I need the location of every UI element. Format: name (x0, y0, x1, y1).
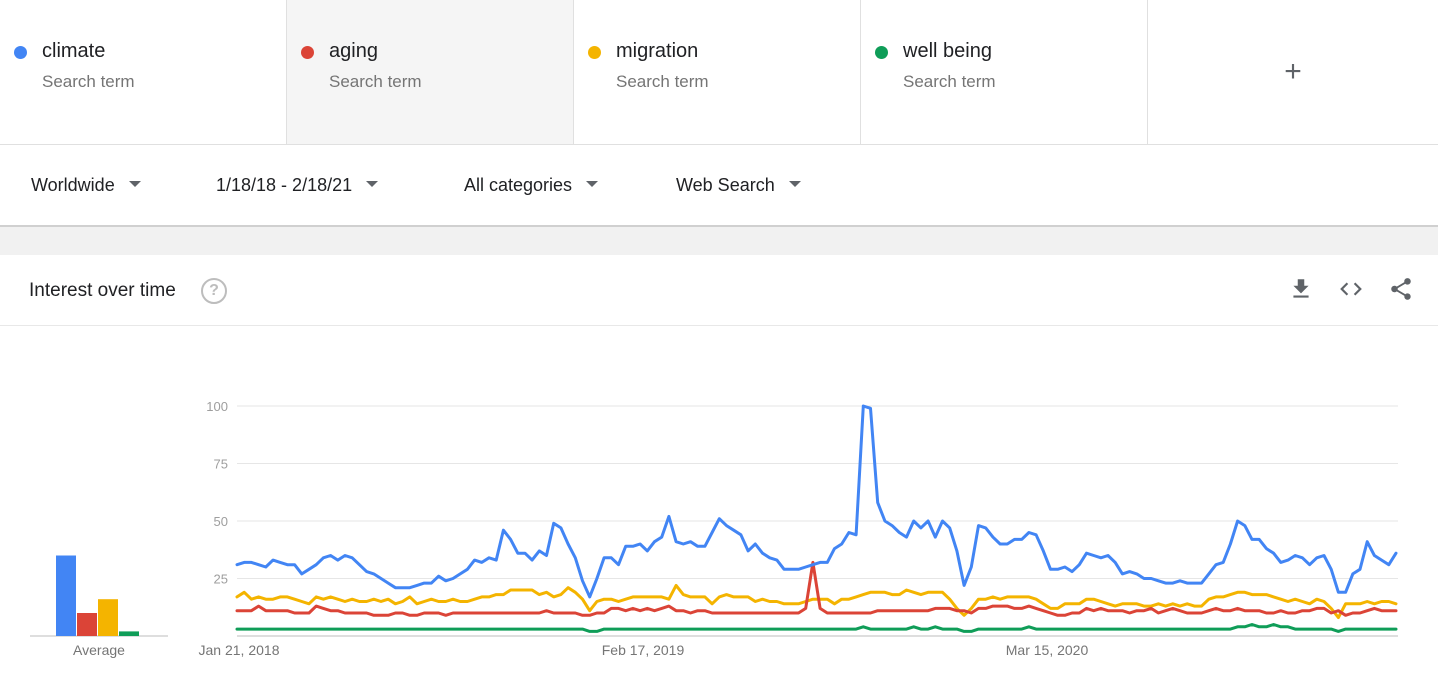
dropdown-caret-icon (128, 181, 141, 188)
series-line-migration (235, 583, 1398, 620)
term-name: migration (616, 40, 699, 62)
chart-card-header: Interest over time ? (0, 256, 1438, 326)
help-icon[interactable]: ? (201, 278, 227, 304)
series-dot-aging (301, 46, 314, 59)
dropdown-caret-icon (788, 181, 801, 188)
y-tick-label: 100 (206, 399, 228, 414)
filter-bar: Worldwide 1/18/18 - 2/18/21 All categori… (0, 145, 1438, 227)
y-tick-label: 75 (214, 457, 228, 472)
y-tick-label: 25 (214, 572, 228, 587)
term-name: well being (903, 40, 992, 62)
term-type: Search term (42, 72, 135, 91)
category-dropdown[interactable]: All categories (464, 175, 599, 196)
region-dropdown[interactable]: Worldwide (31, 175, 141, 196)
search-terms-bar: climate Search term aging Search term mi… (0, 0, 1438, 145)
term-type: Search term (329, 72, 422, 91)
search-type-dropdown[interactable]: Web Search (676, 175, 801, 196)
date-range-dropdown[interactable]: 1/18/18 - 2/18/21 (216, 175, 379, 196)
interest-over-time-chart: 25 50 75 100 Jan 21, 2018 Feb 17, 2019 Mar 15,… (30, 399, 1398, 658)
term-migration[interactable]: migration Search term (574, 0, 861, 144)
plus-icon: + (1284, 55, 1302, 88)
term-type: Search term (616, 72, 709, 91)
add-comparison-button[interactable]: + (1148, 0, 1438, 144)
download-icon[interactable] (1288, 276, 1314, 302)
term-name: climate (42, 40, 106, 62)
x-tick-label: Feb 17, 2019 (602, 642, 685, 658)
search-type-label: Web Search (676, 175, 775, 195)
term-climate[interactable]: climate Search term (0, 0, 287, 144)
date-range-label: 1/18/18 - 2/18/21 (216, 175, 353, 195)
x-tick-label: Jan 21, 2018 (199, 642, 280, 658)
share-icon[interactable] (1388, 276, 1414, 302)
average-bar-aging (77, 613, 97, 636)
term-name: aging (329, 40, 378, 62)
series-dot-well-being (875, 46, 888, 59)
y-tick-label: 50 (214, 514, 228, 529)
region-label: Worldwide (31, 175, 115, 195)
series-dot-migration (588, 46, 601, 59)
series-dot-climate (14, 46, 27, 59)
term-type: Search term (903, 72, 996, 91)
category-label: All categories (464, 175, 573, 195)
embed-icon[interactable] (1338, 276, 1364, 302)
series-line-climate (235, 404, 1398, 599)
x-tick-label: Mar 15, 2020 (1006, 642, 1089, 658)
average-label: Average (73, 642, 125, 658)
series-line-aging (235, 560, 1398, 617)
average-bar-migration (98, 599, 118, 636)
chart-title: Interest over time (29, 280, 176, 301)
section-divider (0, 227, 1438, 255)
average-bar-well-being (119, 631, 139, 636)
series-line-well-being (235, 623, 1398, 633)
dropdown-caret-icon (366, 181, 379, 188)
term-aging[interactable]: aging Search term (287, 0, 574, 144)
dropdown-caret-icon (586, 181, 599, 188)
average-bar-climate (56, 555, 76, 636)
term-well-being[interactable]: well being Search term (861, 0, 1148, 144)
